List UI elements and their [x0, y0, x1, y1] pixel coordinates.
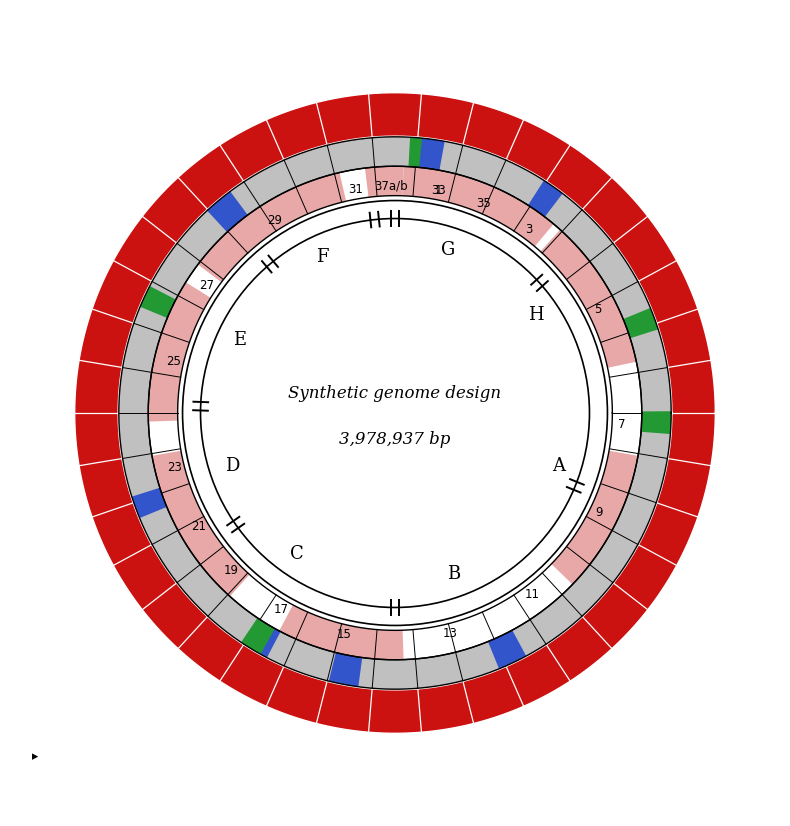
Wedge shape	[329, 653, 356, 686]
Text: 7: 7	[618, 419, 626, 431]
Wedge shape	[528, 180, 562, 217]
Text: A: A	[551, 457, 565, 475]
Wedge shape	[419, 138, 445, 170]
Text: Synthetic genome design: Synthetic genome design	[288, 385, 502, 402]
Wedge shape	[641, 411, 672, 434]
Text: 3,978,937 bp: 3,978,937 bp	[340, 430, 450, 448]
Text: 11: 11	[525, 588, 540, 601]
Text: 25: 25	[166, 355, 181, 368]
Wedge shape	[403, 166, 554, 246]
Text: 17: 17	[274, 603, 289, 616]
Text: 31: 31	[348, 183, 363, 196]
Text: F: F	[316, 249, 329, 267]
Wedge shape	[132, 487, 167, 518]
Text: C: C	[290, 544, 303, 563]
Wedge shape	[198, 173, 346, 282]
Circle shape	[182, 201, 608, 625]
Text: E: E	[233, 331, 246, 349]
Wedge shape	[140, 286, 176, 318]
Wedge shape	[213, 192, 248, 228]
Wedge shape	[623, 308, 658, 339]
Text: 33: 33	[431, 183, 446, 197]
Wedge shape	[408, 137, 433, 169]
Wedge shape	[207, 196, 243, 232]
Wedge shape	[152, 451, 250, 596]
Text: H: H	[528, 306, 544, 324]
Text: 15: 15	[337, 628, 352, 641]
Wedge shape	[494, 630, 526, 666]
Text: 9: 9	[596, 506, 603, 519]
Wedge shape	[488, 634, 520, 669]
Wedge shape	[540, 230, 637, 368]
Wedge shape	[75, 93, 715, 733]
Wedge shape	[336, 654, 363, 686]
Text: ▸: ▸	[32, 750, 39, 762]
Wedge shape	[247, 621, 280, 657]
Text: 35: 35	[476, 197, 491, 211]
Wedge shape	[118, 137, 672, 689]
Text: D: D	[224, 457, 239, 475]
Wedge shape	[149, 282, 211, 421]
Text: 23: 23	[167, 462, 182, 474]
Text: 37a/b: 37a/b	[374, 179, 408, 192]
Text: 13: 13	[442, 627, 457, 640]
Wedge shape	[365, 166, 404, 197]
Wedge shape	[279, 605, 404, 660]
Text: 21: 21	[190, 520, 205, 533]
Text: 29: 29	[267, 214, 282, 227]
Text: 3: 3	[525, 223, 532, 235]
Text: 27: 27	[199, 279, 214, 292]
Text: 1: 1	[435, 183, 442, 197]
Text: B: B	[447, 565, 461, 583]
Text: 19: 19	[224, 564, 239, 577]
Wedge shape	[551, 451, 638, 585]
Wedge shape	[241, 618, 275, 654]
Text: G: G	[441, 241, 455, 259]
Wedge shape	[149, 166, 641, 660]
Wedge shape	[415, 138, 440, 169]
Text: 5: 5	[594, 303, 601, 316]
